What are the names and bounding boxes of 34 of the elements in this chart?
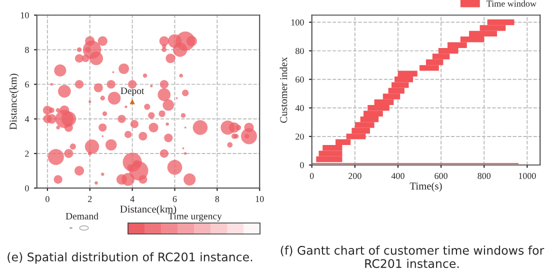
y-tick-label: 0	[300, 162, 304, 168]
x-tick-label: 0	[46, 196, 50, 202]
x-tick-label: 400	[391, 172, 404, 179]
y-tick-label: 6	[25, 81, 29, 88]
x-tick-label: 10	[256, 196, 264, 202]
x-axis-title: Distance(km)	[120, 205, 176, 215]
x-tick-label: 200	[348, 172, 362, 179]
x-tick-label: 800	[478, 172, 491, 179]
x-tick-label: 1000	[518, 172, 536, 179]
y-tick-label: 2	[25, 150, 29, 157]
y-tick-label: 20	[296, 134, 304, 140]
x-tick-label: 600	[434, 172, 448, 179]
text: (e) Spatial distribution of RC201 instance.	[8, 252, 252, 264]
y-tick-label: 4	[24, 116, 30, 122]
text: Demand	[66, 212, 98, 220]
y-tick-label: 40	[295, 105, 304, 112]
y-tick-label: 80	[296, 48, 304, 54]
y-tick-label: 0	[25, 185, 29, 192]
x-tick-label: 0	[310, 172, 314, 179]
x-axis-title: Time(s)	[410, 182, 442, 192]
text: (f) Gantt chart of customer time windows for RC201 instance.	[280, 246, 544, 268]
y-axis-title: Distance(km)	[9, 74, 19, 130]
legend-label: Time window	[486, 0, 536, 7]
text: Time urgency	[168, 212, 222, 222]
x-tick-label: 4	[130, 196, 134, 202]
y-axis-title: Customer index	[280, 57, 288, 123]
y-tick-label: 10	[20, 12, 29, 18]
x-tick-label: 6	[172, 196, 177, 202]
y-tick-label: 100	[291, 19, 304, 26]
series-label: Depot	[120, 88, 144, 96]
x-tick-label: 2	[88, 196, 92, 202]
x-tick-label: 8	[215, 196, 220, 202]
y-tick-label: 8	[25, 46, 29, 53]
y-tick-label: 60	[296, 76, 304, 83]
